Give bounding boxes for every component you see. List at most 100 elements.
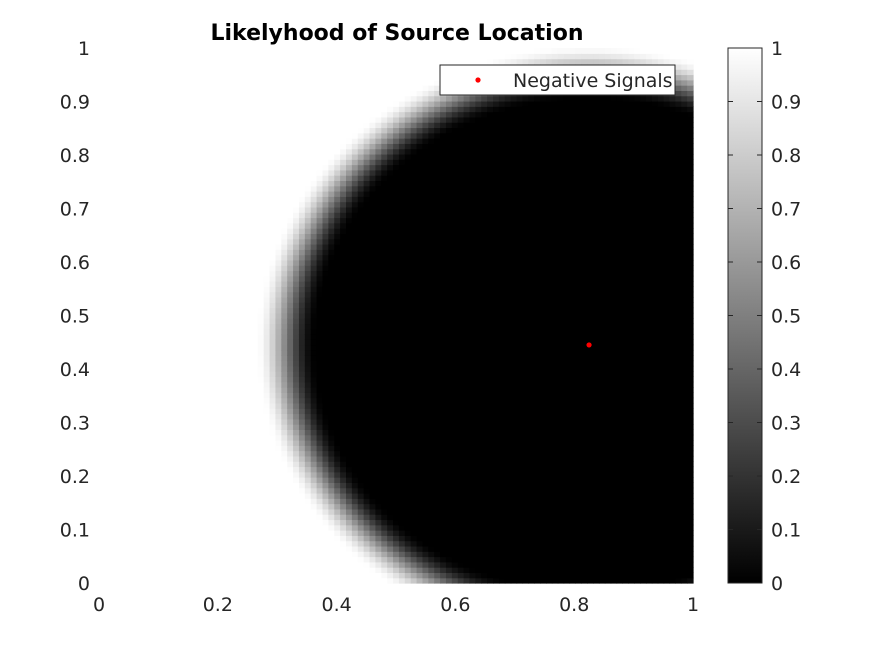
heatmap-cell <box>110 307 118 314</box>
heatmap-cell <box>134 339 141 346</box>
heatmap-cell <box>304 122 312 129</box>
heatmap-cell <box>198 291 206 298</box>
heatmap-cell <box>146 524 153 531</box>
heatmap-cell <box>263 455 271 462</box>
heatmap-cell <box>169 577 177 584</box>
heatmap-cell <box>210 48 218 54</box>
heatmap-cell <box>269 217 277 224</box>
heatmap-cell <box>263 222 271 229</box>
heatmap-cell <box>157 349 165 356</box>
heatmap-cell <box>346 450 353 457</box>
heatmap-cell <box>134 312 141 319</box>
heatmap-cell <box>228 180 235 187</box>
heatmap-cell <box>99 381 106 388</box>
heatmap-cell <box>340 222 347 229</box>
heatmap-cell <box>151 169 159 176</box>
heatmap-cell <box>257 508 265 515</box>
heatmap-cell <box>193 243 200 250</box>
heatmap-cell <box>234 530 241 536</box>
heatmap-cell <box>251 492 259 499</box>
heatmap-cell <box>251 439 259 446</box>
heatmap-cell <box>328 540 335 547</box>
heatmap-cell <box>387 540 394 547</box>
heatmap-cell <box>204 434 212 441</box>
heatmap-cell <box>134 191 141 197</box>
heatmap-cell <box>210 535 218 542</box>
heatmap-cell <box>193 259 200 266</box>
heatmap-cell <box>146 138 153 144</box>
heatmap-cell <box>198 79 206 86</box>
heatmap-cell <box>99 471 106 478</box>
heatmap-cell <box>116 376 124 383</box>
heatmap-cell <box>369 567 377 574</box>
heatmap-cell <box>157 371 165 378</box>
heatmap-cell <box>193 339 200 346</box>
heatmap-cell <box>287 233 294 240</box>
heatmap-cell <box>351 334 359 340</box>
heatmap-cell <box>334 185 341 192</box>
heatmap-cell <box>375 206 382 213</box>
heatmap-cell <box>269 519 277 526</box>
heatmap-cell <box>316 519 324 526</box>
heatmap-cell <box>222 191 229 197</box>
heatmap-cell <box>151 48 159 54</box>
heatmap-cell <box>293 355 300 362</box>
heatmap-cell <box>210 387 218 393</box>
heatmap-cell <box>134 58 141 65</box>
heatmap-cell <box>375 291 382 298</box>
heatmap-cell <box>298 212 306 219</box>
heatmap-cell <box>328 69 335 76</box>
heatmap-cell <box>251 524 259 531</box>
heatmap-cell <box>369 90 377 97</box>
heatmap-cell <box>193 503 200 510</box>
heatmap-cell <box>163 116 171 123</box>
heatmap-cell <box>234 439 241 446</box>
heatmap-cell <box>340 381 347 388</box>
heatmap-cell <box>334 524 341 531</box>
heatmap-cell <box>181 63 188 70</box>
heatmap-cell <box>228 74 235 81</box>
heatmap-cell <box>328 312 335 319</box>
heatmap-cell <box>163 164 171 171</box>
heatmap-cell <box>293 387 300 393</box>
heatmap-cell <box>222 551 229 558</box>
heatmap-cell <box>151 233 159 240</box>
heatmap-cell <box>275 323 282 330</box>
heatmap-cell <box>234 371 241 378</box>
heatmap-cell <box>134 434 141 441</box>
heatmap-cell <box>257 291 265 298</box>
heatmap-cell <box>128 122 135 129</box>
heatmap-cell <box>298 254 306 261</box>
heatmap-cell <box>122 296 129 303</box>
heatmap-cell <box>99 265 106 272</box>
heatmap-cell <box>181 307 188 314</box>
heatmap-cell <box>181 577 188 584</box>
heatmap-cell <box>281 487 288 494</box>
heatmap-cell <box>204 243 212 250</box>
heatmap-cell <box>363 344 371 351</box>
heatmap-cell <box>216 339 224 346</box>
heatmap-cell <box>346 413 353 420</box>
heatmap-cell <box>240 408 247 415</box>
heatmap-cell <box>204 48 212 54</box>
heatmap-cell <box>146 159 153 166</box>
heatmap-cell <box>175 222 182 229</box>
heatmap-cell <box>334 392 341 399</box>
heatmap-cell <box>257 175 265 182</box>
heatmap-cell <box>181 530 188 536</box>
heatmap-cell <box>128 302 135 309</box>
heatmap-cell <box>316 212 324 219</box>
heatmap-cell <box>251 69 259 76</box>
heatmap-cell <box>110 567 118 574</box>
heatmap-cell <box>157 450 165 457</box>
heatmap-cell <box>310 132 318 139</box>
heatmap-cell <box>269 545 277 552</box>
heatmap-cell <box>304 328 312 335</box>
heatmap-cell <box>222 143 229 150</box>
heatmap-cell <box>281 328 288 335</box>
heatmap-cell <box>328 53 335 60</box>
heatmap-cell <box>140 180 147 187</box>
heatmap-cell <box>110 334 118 340</box>
heatmap-cell <box>240 392 247 399</box>
heatmap-cell <box>110 455 118 462</box>
